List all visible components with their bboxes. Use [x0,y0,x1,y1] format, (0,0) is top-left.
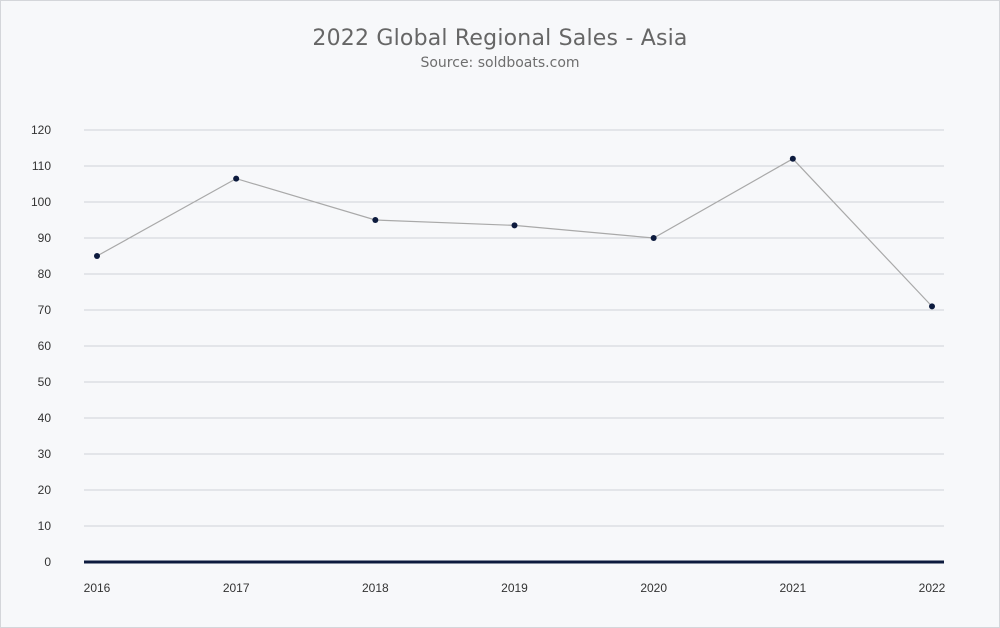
y-tick-label-120: 120 [31,123,51,137]
y-tick-label-90: 90 [38,231,52,245]
x-tick-label-2016: 2016 [84,581,111,595]
x-tick-label-2018: 2018 [362,581,389,595]
y-tick-label-50: 50 [38,375,52,389]
series-line-0 [96,158,933,307]
y-tick-label-30: 30 [38,447,52,461]
y-tick-label-110: 110 [32,159,51,173]
data-point-2019 [511,222,518,229]
y-tick-label-80: 80 [38,267,52,281]
data-point-2020 [650,235,657,241]
x-tick-label-2017: 2017 [223,581,250,595]
chart-title: 2022 Global Regional Sales - Asia [312,26,688,51]
y-tick-label-100: 100 [31,195,51,209]
data-point-2017 [233,175,240,182]
y-tick-label-0: 0 [44,555,51,569]
chart-subtitle: Source: soldboats.com [420,55,580,71]
y-tick-label-60: 60 [38,339,52,353]
data-point-2018 [372,217,379,223]
y-tick-label-40: 40 [38,411,52,425]
data-point-2016 [94,253,100,259]
y-tick-label-70: 70 [38,303,52,317]
y-tick-label-10: 10 [38,519,52,533]
data-point-2021 [789,155,796,162]
data-point-2022 [929,303,935,310]
x-tick-label-2021: 2021 [779,581,806,595]
x-tick-label-2020: 2020 [640,581,667,595]
x-tick-label-2022: 2022 [919,581,946,595]
x-tick-label-2019: 2019 [501,581,528,595]
y-tick-label-20: 20 [38,483,52,497]
